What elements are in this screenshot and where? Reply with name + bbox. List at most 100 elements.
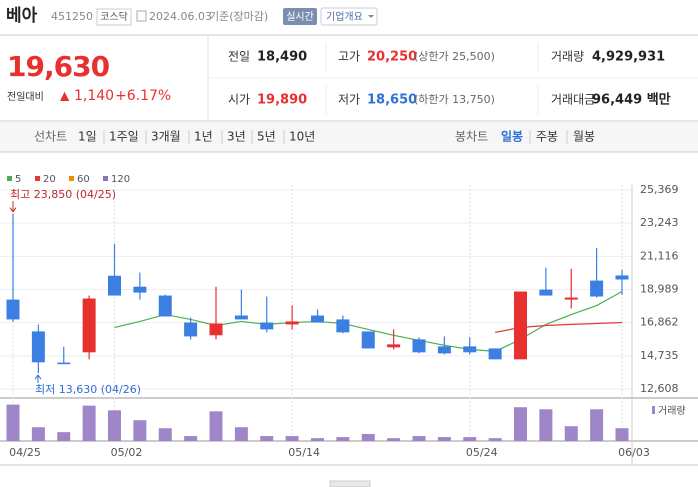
change-label: 전일대비	[7, 91, 44, 103]
chart: 25,369 23,243 21,116 18,989 16,862 14,735 12,6…	[0, 174, 686, 465]
y-tick-label: 14,735	[640, 349, 679, 362]
company-button[interactable]	[320, 7, 378, 26]
volume-bar	[361, 433, 375, 441]
x-tick-label: 05/24	[466, 446, 498, 459]
volume-legend-swatch	[652, 406, 655, 414]
volume-bar	[311, 438, 324, 441]
candle-body	[564, 297, 578, 300]
volume-bar	[209, 411, 223, 441]
volume-bar	[133, 420, 147, 441]
summary-label: 거래대금	[551, 93, 595, 107]
tab-bar	[0, 122, 698, 152]
candle-body	[260, 322, 274, 330]
realtime-button[interactable]	[283, 8, 317, 25]
line-tab[interactable]: 1년	[194, 130, 213, 144]
date: 2024.06.03	[149, 10, 212, 23]
candle-body	[463, 346, 477, 353]
ma-line	[114, 290, 623, 352]
summary-value: 20,250	[367, 50, 417, 65]
change-arrow: ▲	[60, 89, 70, 103]
candle-body	[336, 319, 350, 333]
volume-bar	[336, 437, 350, 441]
summary-label: 고가	[338, 50, 360, 64]
change: 1,140	[74, 88, 114, 104]
y-tick-label: 21,116	[640, 249, 679, 262]
candle-body	[158, 295, 172, 317]
candle-body	[57, 362, 71, 365]
realtime[interactable]: 실시간	[286, 11, 314, 23]
line-chart-label: 선차트	[34, 130, 67, 144]
summary-label: 거래량	[551, 50, 584, 64]
summary-value: 4,929,931	[592, 50, 665, 65]
volume-bar	[437, 437, 451, 441]
x-tick-label: 04/25	[9, 446, 41, 459]
line-tab[interactable]: 1일	[78, 130, 97, 144]
high-arrow	[9, 201, 17, 213]
summary-value: 18,650	[367, 93, 417, 108]
candle-body	[285, 321, 299, 325]
volume-bar	[6, 404, 20, 441]
candle-body	[387, 344, 401, 348]
line-tab[interactable]: 1주일	[109, 130, 139, 144]
change-pct: +6.17%	[115, 88, 171, 104]
candle-body	[361, 331, 375, 349]
legend-label: 120	[111, 174, 130, 185]
scrollbar[interactable]	[329, 480, 371, 487]
summary-note: (하한가 13,750)	[414, 92, 495, 106]
candle-body	[31, 331, 45, 363]
legend-swatch	[103, 176, 108, 181]
legend-label: 5	[15, 174, 21, 185]
x-tick-label: 05/02	[111, 446, 143, 459]
line-tab[interactable]: 5년	[257, 130, 276, 144]
candle-body	[590, 280, 604, 297]
candle-body	[437, 346, 451, 354]
volume-legend: 거래량	[658, 405, 686, 417]
volume-bar	[108, 410, 121, 441]
low-annotation: 최저 13,630 (04/26)	[35, 383, 141, 396]
candle-body	[184, 322, 198, 337]
low-arrow	[34, 374, 42, 383]
candle-tab[interactable]: 주봉	[536, 130, 558, 144]
candle-body	[234, 315, 248, 320]
volume-bar	[184, 436, 198, 441]
dropdown-icon	[368, 15, 374, 18]
volume-bar	[488, 438, 502, 441]
line-tab[interactable]: 3년	[227, 130, 246, 144]
tabs: 1일 1주일 3개월 1년 3년 5년 10년 일봉 주봉 월봉	[78, 130, 595, 144]
candle-body	[6, 299, 20, 320]
legend-swatch	[7, 176, 12, 181]
candle-body	[488, 348, 502, 360]
candle-tab[interactable]: 일봉	[501, 130, 523, 144]
legend-swatch	[35, 176, 40, 181]
x-tick-label: 06/03	[618, 446, 650, 459]
legend-label: 60	[77, 174, 90, 185]
summary-value: 19,890	[257, 93, 307, 108]
volume-bar	[412, 436, 426, 441]
volume-bar	[57, 432, 71, 441]
current-price: 19,630	[7, 50, 110, 83]
y-tick-label: 18,989	[640, 282, 679, 295]
y-tick-label: 23,243	[640, 216, 679, 229]
summary-label: 시가	[228, 93, 250, 107]
x-tick-label: 05/14	[288, 446, 320, 459]
line-tab[interactable]: 3개월	[151, 130, 181, 144]
candle-tab[interactable]: 월봉	[573, 130, 595, 144]
stock-code: 451250	[51, 10, 93, 23]
line-tab[interactable]: 10년	[289, 130, 315, 144]
candle-body	[412, 339, 426, 353]
company[interactable]: 기업개요	[326, 10, 363, 23]
summary-label: 전일	[228, 50, 250, 64]
market-badge	[96, 8, 132, 26]
volume-bar	[82, 405, 96, 441]
y-tick-label: 16,862	[640, 316, 679, 329]
summary-table: 전일 18,490 고가 20,250(상한가 25,500) 거래량 4,929,931…	[228, 50, 671, 108]
candle-chart-label: 봉차트	[455, 130, 488, 144]
volume-bar	[260, 436, 274, 441]
candle-body	[615, 275, 629, 280]
summary-value: 18,490	[257, 50, 307, 65]
volume-bar	[514, 407, 527, 441]
candle-body	[108, 275, 121, 296]
summary-note: (상한가 25,500)	[414, 50, 495, 63]
volume-bar	[285, 436, 299, 441]
